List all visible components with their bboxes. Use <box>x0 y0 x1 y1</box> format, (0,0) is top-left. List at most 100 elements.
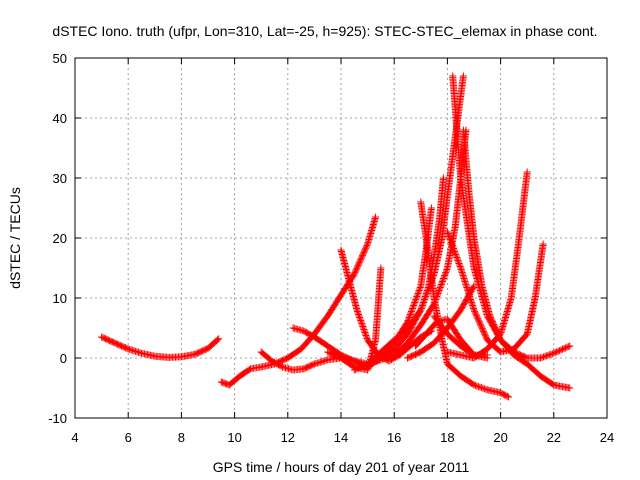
y-tick-label: 0 <box>60 351 67 366</box>
data-point <box>469 283 477 291</box>
y-tick-label: 40 <box>53 111 67 126</box>
data-point <box>427 204 435 212</box>
data-point <box>566 384 574 392</box>
data-point <box>563 343 571 351</box>
data-point <box>357 318 365 326</box>
data-point <box>436 284 444 291</box>
data-point <box>351 269 359 277</box>
x-tick-label: 12 <box>281 430 295 445</box>
data-point <box>359 323 367 330</box>
data-point <box>407 309 415 317</box>
series-9 <box>417 198 513 401</box>
data-point <box>360 249 368 257</box>
data-point <box>446 234 454 242</box>
data-point <box>472 310 480 318</box>
x-axis-title: GPS time / hours of day 201 of year 2011 <box>213 459 470 475</box>
data-point <box>470 282 478 290</box>
data-point <box>479 326 487 334</box>
y-axis-title: dSTEC / TECUs <box>7 187 23 289</box>
data-point <box>443 228 451 236</box>
data-point <box>477 384 485 392</box>
data-point <box>426 282 434 290</box>
data-point <box>438 278 446 285</box>
data-point <box>474 383 482 391</box>
data-point <box>357 254 365 262</box>
x-tick-label: 20 <box>493 430 507 445</box>
x-tick-label: 24 <box>600 430 614 445</box>
data-point <box>353 264 361 272</box>
data-points <box>98 72 574 401</box>
data-point <box>358 320 366 327</box>
data-point <box>432 294 440 302</box>
data-point <box>417 306 425 314</box>
data-point <box>356 314 364 321</box>
data-point <box>406 312 414 320</box>
data-point <box>503 392 511 400</box>
data-point <box>435 288 443 296</box>
data-point <box>452 251 460 258</box>
data-point <box>480 329 488 337</box>
data-point <box>436 285 444 293</box>
data-point <box>359 251 367 259</box>
data-point <box>483 354 491 362</box>
data-point <box>414 290 422 297</box>
data-point <box>561 344 569 352</box>
data-point <box>444 230 452 237</box>
data-point <box>410 300 418 308</box>
data-point <box>356 257 364 265</box>
data-point <box>475 317 483 325</box>
data-point <box>427 278 435 285</box>
data-point <box>355 259 363 267</box>
data-point <box>435 287 443 294</box>
data-point <box>445 231 453 239</box>
data-point <box>415 288 423 296</box>
data-point <box>357 317 365 324</box>
data-point <box>425 284 433 291</box>
series-12 <box>449 72 574 392</box>
data-point <box>362 332 370 339</box>
data-point <box>442 269 450 276</box>
data-point <box>431 297 439 305</box>
data-point <box>481 330 489 338</box>
plot-frame <box>74 57 608 419</box>
data-point <box>438 279 446 287</box>
series-10 <box>377 72 467 362</box>
data-point <box>350 270 358 278</box>
data-point <box>410 302 418 309</box>
data-point <box>409 303 417 311</box>
data-point <box>353 263 361 271</box>
data-point <box>413 291 421 299</box>
data-point <box>426 281 434 288</box>
data-point <box>450 246 458 254</box>
data-point <box>473 382 481 390</box>
data-point <box>448 242 456 249</box>
data-point <box>441 270 449 278</box>
data-point <box>361 246 369 254</box>
data-point <box>559 345 567 353</box>
data-point <box>473 313 481 321</box>
data-point <box>359 324 367 332</box>
data-point <box>447 237 455 245</box>
data-point <box>362 243 370 251</box>
data-point <box>406 311 414 318</box>
y-tick-label: 30 <box>53 171 67 186</box>
data-point <box>473 312 481 320</box>
data-point <box>363 241 371 249</box>
data-point <box>447 239 455 246</box>
data-point <box>482 385 490 393</box>
data-point <box>471 307 479 315</box>
data-point <box>548 350 556 358</box>
data-point <box>554 347 562 355</box>
data-point <box>456 261 464 269</box>
data-point <box>551 349 559 357</box>
data-point <box>416 284 424 291</box>
data-point <box>439 174 447 182</box>
x-tick-label: 6 <box>125 430 132 445</box>
data-point <box>452 252 460 260</box>
data-point <box>453 255 461 263</box>
data-point <box>420 297 428 305</box>
data-point <box>550 349 558 357</box>
data-point <box>453 254 461 261</box>
data-point <box>481 332 489 340</box>
data-point <box>352 266 360 274</box>
